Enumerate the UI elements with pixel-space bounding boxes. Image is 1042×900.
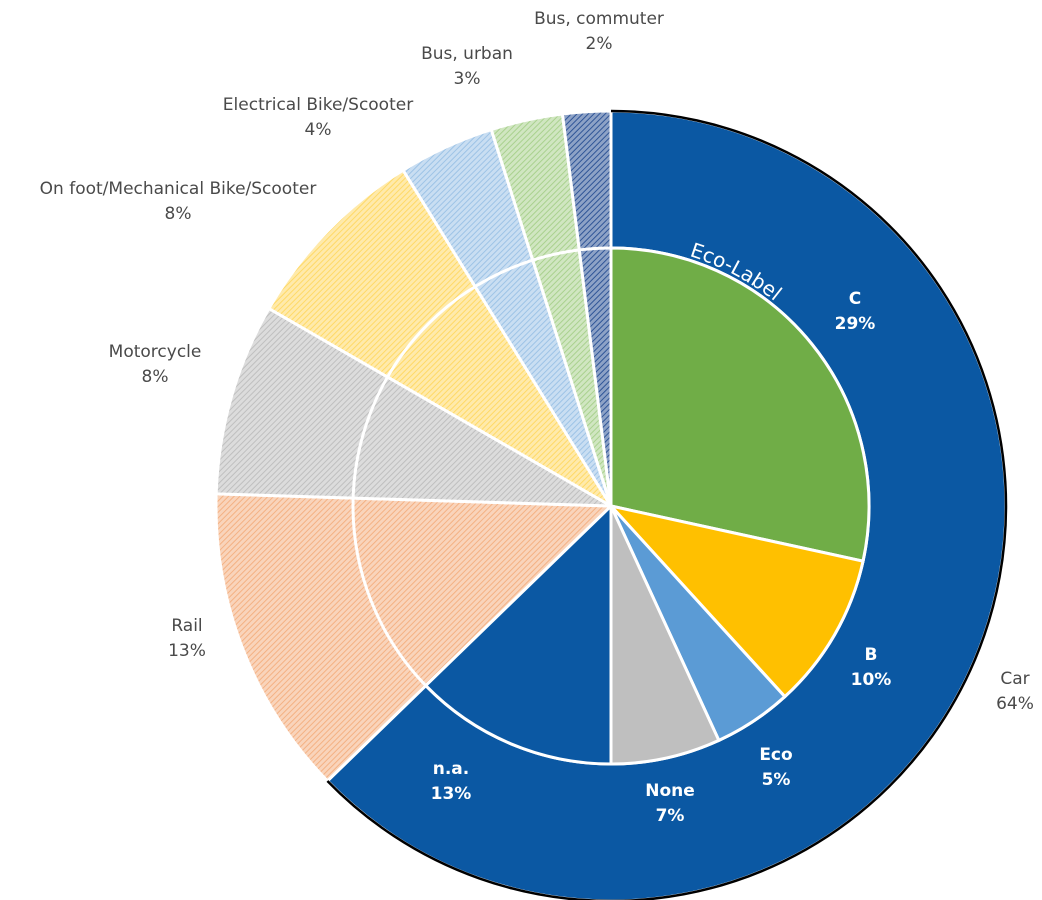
inner-slice-c: [609, 246, 871, 563]
label-bus-commuter: Bus, commuter 2%: [534, 9, 664, 54]
inner-label-none: None 7%: [645, 781, 695, 826]
inner-label-n-a: n.a. 13%: [431, 759, 472, 804]
label-on-foot-mechanical-bike-scooter: On foot/Mechanical Bike/Scooter 8%: [40, 179, 317, 224]
label-motorcycle: Motorcycle 8%: [109, 342, 202, 387]
slice-bus-commuter: [560, 109, 613, 507]
label-rail: Rail 13%: [168, 616, 206, 661]
label-car: Car 64%: [996, 669, 1034, 714]
slice-on-foot-mechanical-bike-scooter: [266, 168, 613, 508]
inner-slice-n-a: [423, 502, 613, 766]
inner-label-b: B 10%: [851, 645, 892, 690]
car-slice-outline: [326, 109, 1008, 900]
slice-motorcycle: [214, 306, 612, 508]
inner-slice-b: [606, 503, 865, 699]
label-bus-urban: Bus, urban 3%: [421, 44, 513, 89]
inner-label-c: C 29%: [835, 289, 876, 334]
slice-rail: [214, 492, 615, 784]
label-electrical-bike-scooter: Electrical Bike/Scooter 4%: [223, 95, 413, 140]
inner-label-eco: Eco 5%: [759, 745, 792, 790]
inner-slice-none: [609, 505, 721, 766]
